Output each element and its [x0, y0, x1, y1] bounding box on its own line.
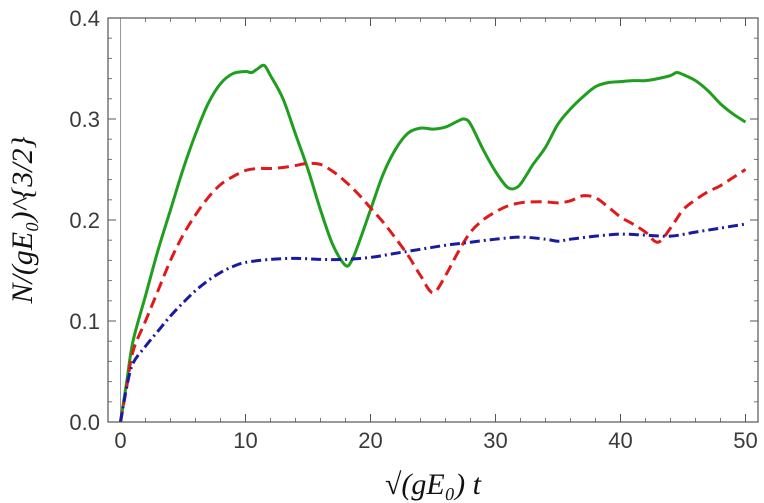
- y-tick-label: 0.0: [69, 410, 100, 435]
- series-green-solid: [119, 63, 747, 423]
- y-tick-label: 0.2: [69, 208, 100, 233]
- x-tick-label: 30: [483, 428, 507, 453]
- series-red-dashed: [119, 161, 747, 423]
- x-axis-title: √(gE₀) t: [385, 468, 482, 501]
- x-tick-label: 10: [233, 428, 257, 453]
- series-group: [119, 63, 747, 423]
- x-tick-label: 50: [733, 428, 757, 453]
- y-tick-label: 0.3: [69, 107, 100, 132]
- tick-marks: [108, 17, 758, 423]
- y-tick-label: 0.1: [69, 309, 100, 334]
- x-tick-label: 20: [358, 428, 382, 453]
- y-tick-label: 0.4: [69, 6, 100, 31]
- x-tick-labels: 0 10 20 30 40 50: [114, 428, 757, 453]
- x-tick-label: 40: [608, 428, 632, 453]
- plot-frame: [107, 17, 759, 423]
- y-axis-title: N/(gE₀)^{3/2}: [6, 136, 39, 304]
- x-tick-label: 0: [114, 428, 126, 453]
- series-blue-dashdot: [119, 222, 746, 423]
- y-tick-labels: 0.0 0.1 0.2 0.3 0.4: [69, 6, 100, 435]
